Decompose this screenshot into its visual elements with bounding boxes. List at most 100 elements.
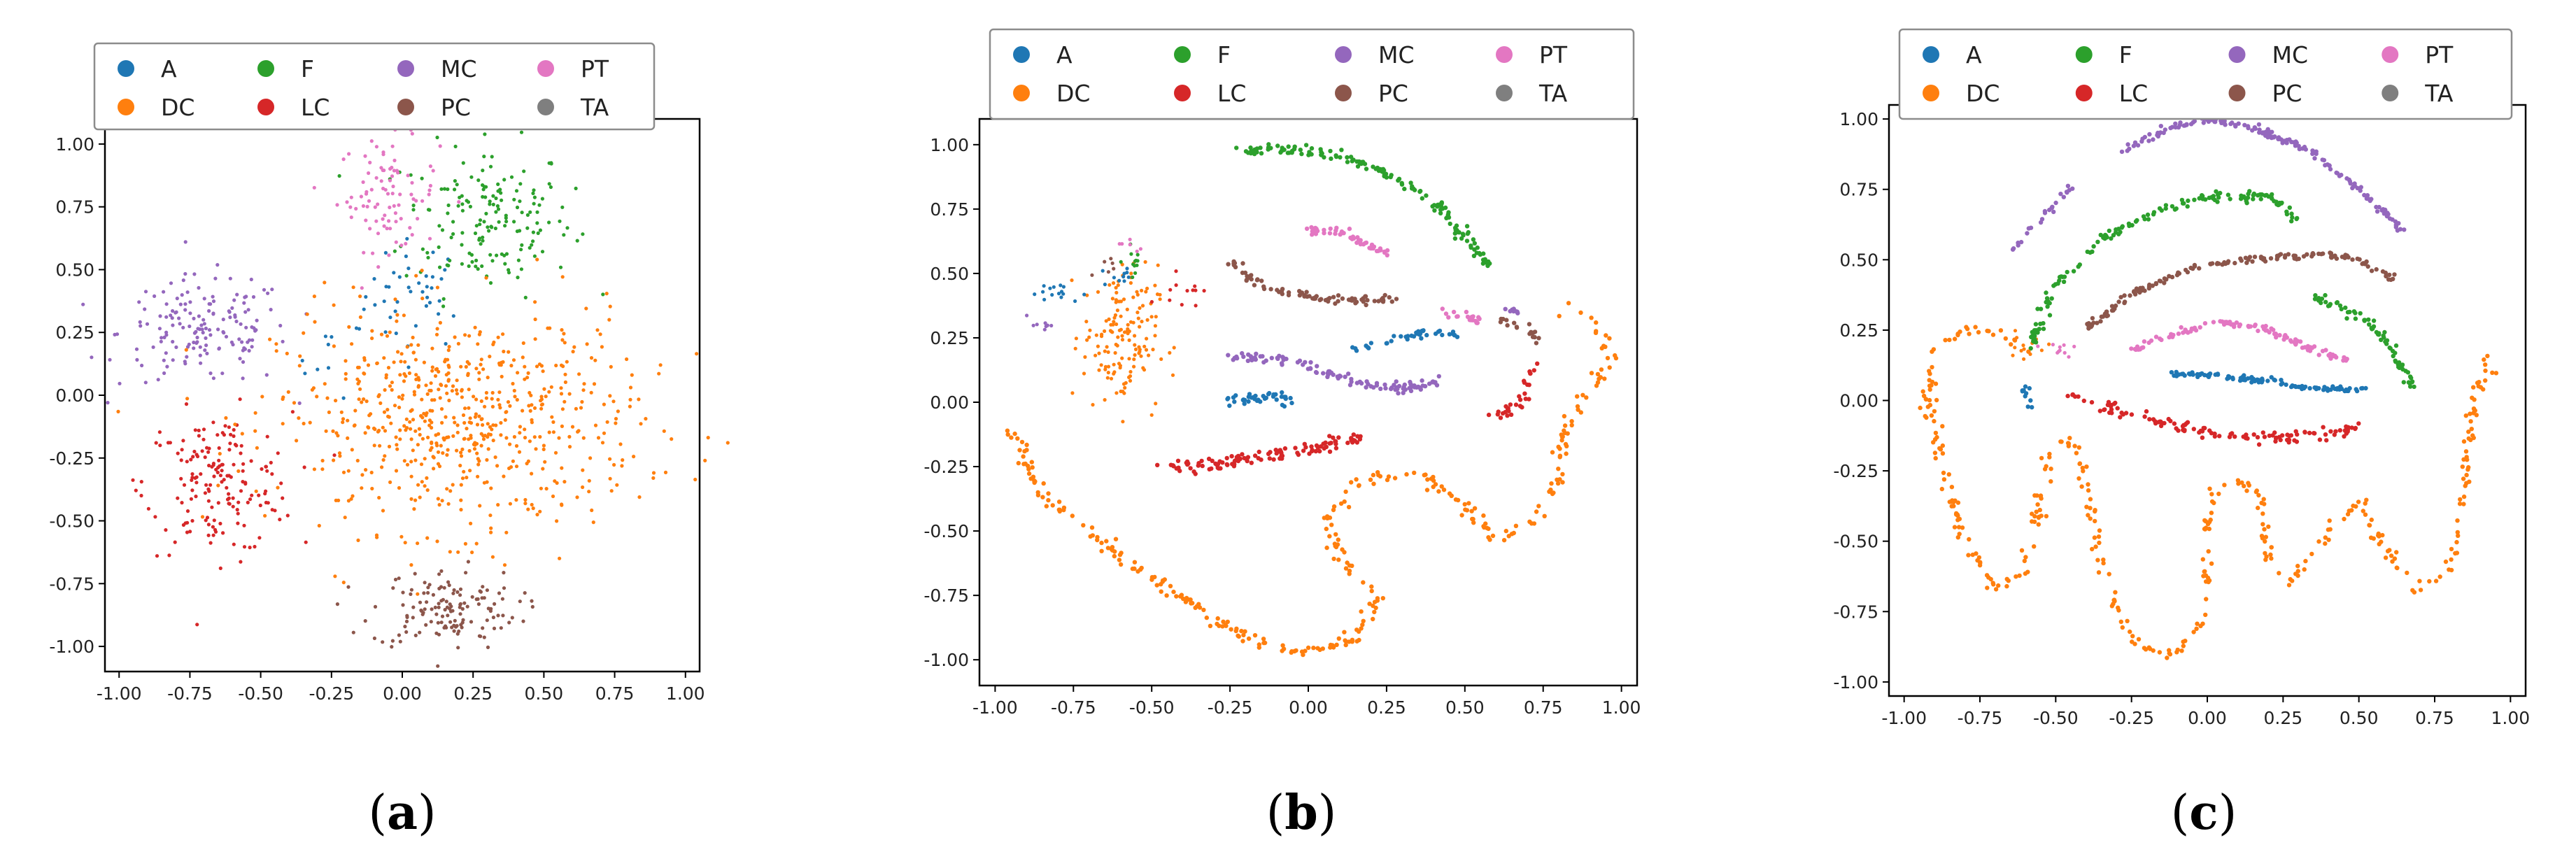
data-point-dc [462,469,466,474]
data-point-dc [2262,527,2267,532]
data-point-f [441,304,446,308]
data-point-dc [475,451,479,455]
data-point-f [549,185,553,190]
data-point-f [537,203,542,207]
data-point-f [2098,232,2103,238]
data-point-mc [2250,128,2255,133]
data-point-mc [2026,226,2031,231]
data-point-dc [501,360,505,364]
data-point-lc [189,497,193,501]
data-point-pt [1477,316,1482,321]
data-point-f [535,221,539,225]
data-point-mc [183,302,187,306]
data-point-dc [297,416,301,420]
data-point-mc [164,315,169,319]
data-point-dc [1343,566,1349,571]
data-point-dc [479,417,483,422]
data-point-dc [541,467,545,471]
data-point-mc [2358,188,2363,193]
data-point-dc [2198,623,2203,629]
y-tick-label: -0.75 [49,574,94,594]
data-point-mc [2228,121,2233,127]
data-point-dc [1179,592,1184,597]
data-point-dc [494,423,498,427]
data-point-dc [460,447,465,452]
data-point-pt [390,174,395,178]
data-point-lc [1351,432,1357,437]
data-point-pc [2321,251,2326,256]
data-point-dc [1973,325,1978,329]
data-point-lc [214,467,218,471]
data-point-dc [1189,601,1194,606]
data-point-lc [205,516,210,520]
data-point-dc [2326,537,2331,542]
data-point-dc [338,454,342,458]
data-point-lc [2260,430,2265,435]
data-point-a [2230,376,2235,382]
data-point-dc [434,332,439,336]
data-point-dc [1923,413,1927,419]
data-point-dc [439,443,443,448]
data-point-dc [2047,455,2052,460]
data-point-lc [207,489,211,493]
data-point-dc [2461,439,2467,444]
data-point-lc [1193,284,1197,288]
data-point-dc [1422,473,1427,478]
data-point-dc [581,388,586,392]
data-point-dc [2328,527,2333,532]
data-point-dc [1472,506,1478,511]
data-point-dc [350,448,354,452]
data-point-dc [2327,518,2332,523]
data-point-mc [162,371,167,376]
data-point-f [1133,271,1138,275]
data-point-dc [451,483,455,487]
data-point-f [1408,180,1413,185]
data-point-lc [210,464,214,469]
data-point-dc [581,485,585,490]
data-point-dc [474,367,479,371]
data-point-dc [1531,521,1537,526]
data-point-dc [2454,539,2459,545]
data-point-dc [2072,443,2077,448]
data-point-dc [467,362,472,366]
data-point-f [474,264,478,269]
data-point-dc [445,487,449,491]
data-point-dc [281,395,285,399]
data-point-dc [1127,357,1131,361]
data-point-dc [607,318,611,322]
data-point-lc [2232,434,2237,439]
legend-label-lc: LC [2119,80,2148,107]
data-point-dc [2076,445,2081,450]
data-point-f [2029,334,2034,339]
data-point-pt [1328,226,1333,232]
data-point-f [1443,205,1448,211]
data-point-f [1351,157,1356,162]
data-point-mc [2339,172,2344,178]
data-point-dc [1164,593,1169,598]
data-point-f [470,260,474,264]
data-point-dc [2058,439,2063,444]
data-point-dc [1104,539,1109,544]
data-point-mc [2173,121,2178,126]
data-point-lc [203,455,207,460]
data-point-dc [423,457,427,461]
data-point-mc [2265,131,2270,136]
data-point-a [1122,279,1126,283]
data-point-lc [207,446,211,450]
data-point-lc [182,483,187,487]
data-point-f [1471,237,1476,242]
data-point-mc [246,308,250,312]
data-point-a [404,254,409,258]
data-point-pc [1249,277,1254,282]
data-point-dc [459,450,463,455]
data-point-lc [181,439,185,443]
data-point-pc [2293,253,2298,258]
data-point-dc [1311,646,1316,651]
data-point-f [480,264,484,269]
data-point-dc [2351,503,2356,509]
data-point-dc [1106,364,1111,369]
data-point-dc [539,403,544,407]
data-point-a [2249,376,2253,381]
data-point-dc [518,431,522,435]
data-point-lc [264,464,268,469]
